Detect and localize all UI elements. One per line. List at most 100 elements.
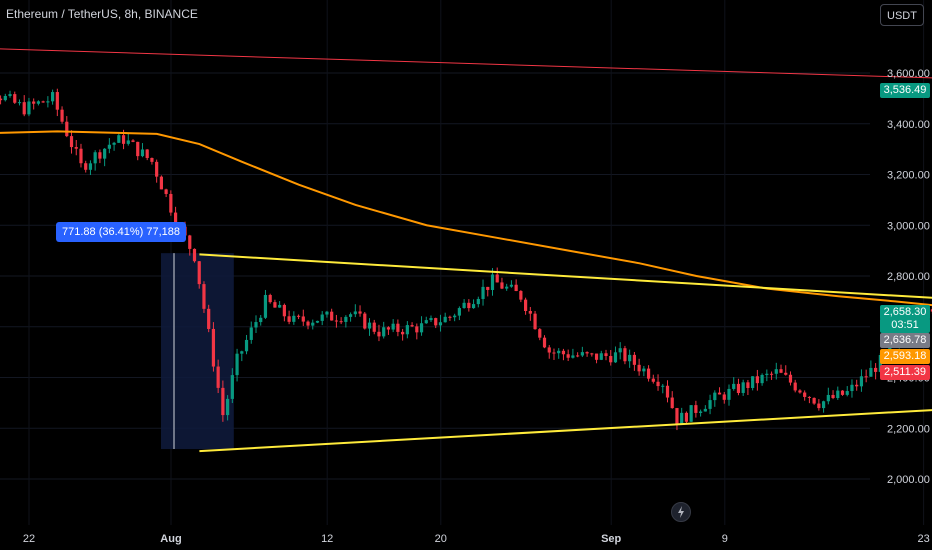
- candle-body-102: [438, 322, 443, 326]
- candle-body-125: [547, 347, 551, 353]
- candle-body-114: [495, 274, 499, 283]
- candle-body-188: [845, 391, 849, 395]
- candle-body-154: [684, 412, 689, 422]
- candle-body-94: [401, 331, 405, 335]
- candle-body-178: [798, 390, 802, 393]
- candle-body-66: [268, 294, 272, 303]
- candle-body-149: [661, 385, 665, 387]
- candle-body-140: [618, 348, 622, 353]
- candle-body-85: [358, 311, 362, 314]
- candle-body-9: [0, 98, 3, 101]
- candle-body-122: [533, 313, 537, 330]
- candle-body-46: [173, 212, 178, 226]
- candle-body-135: [594, 353, 599, 360]
- candle-body-179: [803, 392, 807, 397]
- candle-body-82: [344, 316, 348, 322]
- candle-body-105: [453, 315, 457, 318]
- candle-body-12: [13, 94, 17, 103]
- candle-body-113: [490, 274, 495, 290]
- candle-body-72: [296, 315, 301, 317]
- candle-body-143: [632, 354, 636, 365]
- price-tag-3: 2,636.78: [880, 333, 930, 348]
- candle-body-169: [755, 376, 759, 384]
- candle-body-124: [542, 337, 547, 348]
- candle-body-76: [315, 320, 320, 323]
- candle-body-36: [126, 140, 130, 144]
- candle-body-106: [457, 308, 461, 316]
- candle-body-103: [443, 316, 447, 323]
- lightning-icon[interactable]: [671, 502, 691, 522]
- candle-body-123: [538, 329, 542, 338]
- candle-body-130: [571, 355, 575, 358]
- candle-body-88: [372, 322, 376, 332]
- candle-body-141: [623, 348, 627, 362]
- candle-body-189: [850, 384, 854, 392]
- candle-body-167: [746, 382, 750, 388]
- candle-body-138: [609, 356, 613, 363]
- candle-body-77: [320, 314, 324, 321]
- candle-body-93: [396, 323, 400, 332]
- candle-body-32: [107, 144, 111, 149]
- candle-body-69: [282, 304, 286, 317]
- trendlines[interactable]: [0, 48, 932, 453]
- candle-body-14: [22, 102, 26, 115]
- candle-body-111: [481, 286, 485, 299]
- lightning-glyph: [678, 506, 684, 518]
- candle-body-175: [784, 372, 788, 375]
- candle-body-184: [826, 394, 830, 402]
- candle-body-162: [722, 394, 726, 400]
- candle-body-75: [311, 322, 315, 326]
- candle-body-158: [703, 408, 707, 412]
- candle-body-132: [580, 352, 584, 356]
- candle-body-172: [769, 373, 774, 375]
- candle-body-107: [462, 302, 466, 309]
- candle-body-151: [670, 397, 674, 409]
- y-tick-label-7: 3,400.00: [887, 119, 930, 131]
- candle-body-42: [155, 161, 159, 177]
- candle-body-119: [519, 291, 523, 300]
- candle-body-95: [405, 325, 409, 335]
- candle-body-101: [434, 318, 438, 326]
- candle-body-34: [117, 135, 121, 143]
- candle-body-165: [736, 383, 741, 393]
- price-tag-5: 2,511.39: [880, 365, 930, 380]
- measure-area: [161, 253, 234, 450]
- candle-body-145: [642, 368, 646, 372]
- candle-body-26: [79, 148, 83, 164]
- y-tick-label-8: 3,600.00: [887, 68, 930, 80]
- candle-body-142: [628, 354, 632, 362]
- candle-body-128: [561, 350, 566, 355]
- x-axis: 22Aug1220Sep923Oct1422Nov11: [23, 533, 930, 545]
- candle-body-65: [263, 294, 268, 318]
- candle-body-27: [84, 163, 88, 170]
- candle-body-54: [211, 328, 216, 367]
- candle-body-50: [192, 248, 197, 262]
- currency-unit-button[interactable]: USDT: [880, 4, 924, 26]
- candle-body-180: [807, 396, 811, 398]
- candle-body-144: [637, 364, 641, 372]
- candle-body-37: [131, 140, 135, 142]
- candle-body-24: [69, 136, 74, 148]
- x-tick-label-0: 22: [23, 533, 35, 545]
- candle-body-31: [103, 148, 107, 159]
- y-axis: 2,000.002,200.002,400.002,600.002,800.00…: [887, 68, 930, 486]
- candle-body-52: [202, 284, 206, 309]
- candle-body-104: [448, 316, 452, 318]
- candle-body-51: [197, 261, 201, 285]
- y-tick-label-6: 3,200.00: [887, 170, 930, 182]
- candle-body-20: [51, 92, 55, 102]
- candle-body-193: [869, 367, 873, 377]
- candle-body-13: [17, 102, 22, 104]
- x-tick-label-5: 9: [722, 533, 728, 545]
- candle-body-98: [419, 323, 424, 333]
- candle-body-159: [708, 400, 712, 409]
- candle-body-194: [874, 367, 878, 372]
- candle-body-127: [557, 350, 561, 354]
- candle-body-131: [576, 355, 580, 357]
- candle-body-176: [788, 374, 793, 383]
- candle-body-35: [121, 135, 126, 144]
- candle-body-174: [779, 369, 783, 373]
- candle-body-40: [145, 149, 149, 158]
- grid: [0, 0, 925, 525]
